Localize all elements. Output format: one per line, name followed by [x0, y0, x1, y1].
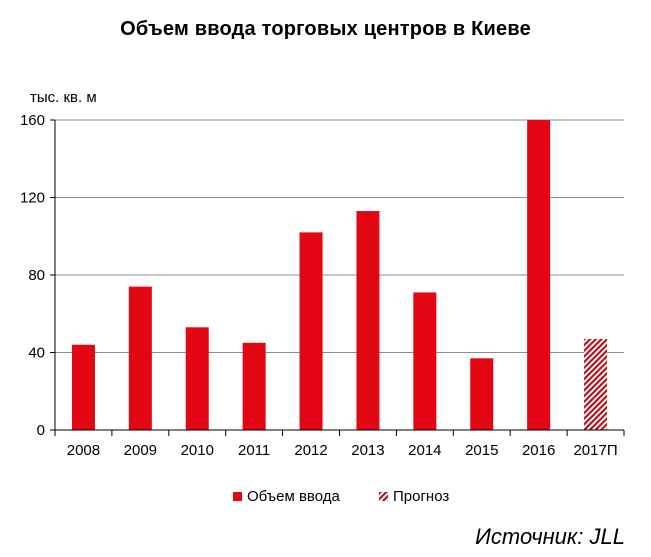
legend-label: Прогноз: [393, 488, 449, 505]
legend-label: Объем ввода: [247, 488, 340, 505]
x-tick-label: 2013: [351, 442, 384, 459]
x-tick-label: 2017П: [573, 442, 617, 459]
x-tick-label: 2015: [465, 442, 498, 459]
y-tick-label: 160: [20, 112, 45, 129]
y-tick-label: 0: [37, 422, 45, 439]
y-tick-label: 40: [28, 345, 45, 362]
x-tick-label: 2011: [238, 442, 270, 459]
data-bar: [470, 358, 494, 430]
x-tick-label: 2012: [294, 442, 327, 459]
x-tick-label: 2016: [522, 442, 555, 459]
data-bar: [299, 232, 323, 430]
legend-swatch-forecast: [379, 492, 388, 501]
y-tick-label: 80: [28, 267, 45, 284]
source-note: Источник: JLL: [475, 524, 625, 549]
legend-swatch-volume: [233, 492, 242, 501]
forecast-bar: [584, 338, 608, 430]
y-tick-label: 120: [20, 190, 45, 207]
data-bar: [185, 327, 209, 430]
data-bar: [71, 344, 95, 430]
x-tick-label: 2009: [124, 442, 157, 459]
chart-title: Объем ввода торговых центров в Киеве: [120, 18, 531, 40]
data-bar: [527, 120, 551, 430]
x-tick-label: 2014: [408, 442, 441, 459]
data-bar: [413, 292, 437, 430]
data-bar: [128, 286, 152, 430]
x-tick-label: 2010: [181, 442, 214, 459]
y-axis-unit-label: тыс. кв. м: [30, 89, 97, 106]
data-bar: [356, 211, 380, 430]
x-tick-label: 2008: [67, 442, 100, 459]
data-bar: [242, 342, 266, 430]
